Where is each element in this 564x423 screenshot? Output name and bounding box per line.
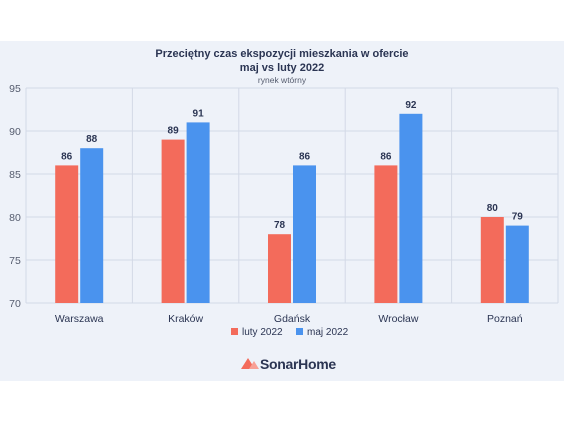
legend-swatch: [231, 328, 238, 335]
x-category-label: Wrocław: [378, 313, 418, 325]
sonarhome-logo-icon-accent: [249, 361, 259, 369]
bar-value-label: 86: [299, 151, 311, 162]
chart-card: Przeciętny czas ekspozycji mieszkania w …: [0, 41, 564, 381]
chart-title-line-2: maj vs luty 2022: [240, 62, 324, 74]
bar-Poznań-maj-2022: [505, 225, 529, 303]
chart-title-line-1: Przeciętny czas ekspozycji mieszkania w …: [155, 48, 408, 60]
legend-label: maj 2022: [307, 327, 349, 338]
bar-Wrocław-luty-2022: [374, 165, 398, 303]
x-category-label: Warszawa: [55, 313, 104, 325]
legend-swatch: [296, 328, 303, 335]
bar-value-label: 88: [86, 134, 98, 145]
bar-value-label: 89: [168, 126, 180, 137]
plot-area: 70 75 80 85 90 95 86 88 Warszawa 89 91 Kraków 78 86 Gd…: [9, 83, 559, 325]
chart-subtitle: rynek wtórny: [258, 75, 307, 85]
sonarhome-logo: SonarHome: [241, 356, 337, 372]
legend-label: luty 2022: [242, 327, 283, 338]
y-tick-label: 75: [9, 255, 21, 267]
bar-value-label: 86: [61, 151, 73, 162]
bar-Poznań-luty-2022: [480, 217, 504, 303]
brand-name: SonarHome: [260, 356, 336, 372]
bar-value-label: 80: [487, 203, 499, 214]
bar-Gdańsk-maj-2022: [293, 165, 316, 303]
y-tick-label: 90: [9, 126, 21, 138]
bar-Warszawa-luty-2022: [55, 165, 79, 303]
bar-value-label: 91: [193, 108, 205, 119]
bar-value-label: 86: [380, 151, 392, 162]
bar-Kraków-luty-2022: [161, 139, 185, 303]
bar-Wrocław-maj-2022: [399, 113, 423, 303]
x-category-label: Poznań: [487, 313, 523, 325]
y-tick-label: 80: [9, 212, 21, 224]
bar-value-label: 92: [405, 100, 417, 111]
bar-Warszawa-maj-2022: [80, 148, 104, 303]
y-tick-label: 95: [9, 83, 21, 95]
y-tick-label: 70: [9, 298, 21, 310]
legend: luty 2022 maj 2022: [231, 327, 349, 338]
bar-value-label: 78: [274, 220, 286, 231]
y-tick-label: 85: [9, 169, 21, 181]
bar-Kraków-maj-2022: [186, 122, 210, 304]
x-category-label: Gdańsk: [274, 313, 311, 325]
bar-Gdańsk-luty-2022: [268, 234, 291, 303]
bar-chart: Przeciętny czas ekspozycji mieszkania w …: [9, 48, 559, 372]
x-category-label: Kraków: [168, 313, 203, 325]
bar-value-label: 79: [512, 212, 524, 223]
